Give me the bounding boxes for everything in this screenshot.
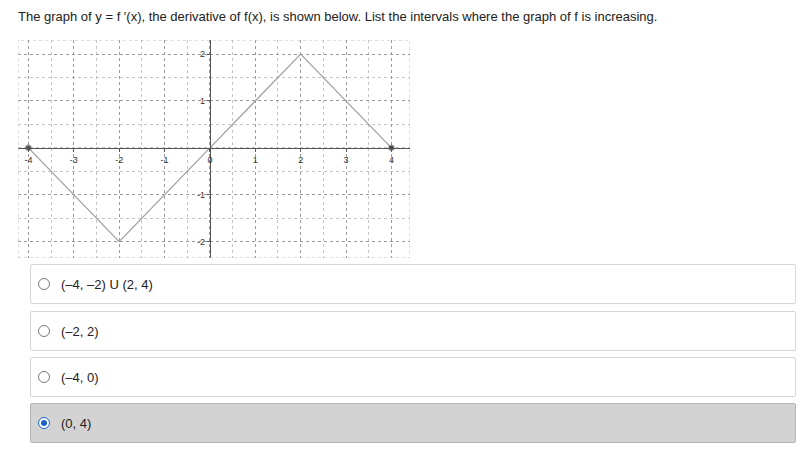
html-text:(–2, 2): (–2, 2)	[61, 324, 99, 339]
svg-text:1: 1	[253, 155, 258, 165]
svg-text:2: 2	[200, 49, 205, 59]
html-text:(–4, –2) U (2, 4): (–4, –2) U (2, 4)	[61, 277, 153, 292]
html-text:(0, 4): (0, 4)	[61, 416, 92, 431]
svg-text:1: 1	[200, 96, 205, 106]
html-text:(–4, 0): (–4, 0)	[61, 370, 99, 385]
svg-text:-2: -2	[115, 155, 123, 165]
svg-text:-1: -1	[161, 155, 169, 165]
svg-text:-1: -1	[197, 190, 205, 200]
svg-text:3: 3	[344, 155, 349, 165]
svg-text:0: 0	[207, 155, 212, 165]
svg-text:-4: -4	[24, 155, 32, 165]
svg-text:2: 2	[298, 155, 303, 165]
svg-text:-2: -2	[197, 237, 205, 247]
svg-text:4: 4	[389, 155, 394, 165]
html-text:The graph of y = f ′(x), the d: The graph of y = f ′(x), the derivative …	[18, 9, 658, 24]
svg-text:-3: -3	[70, 155, 78, 165]
